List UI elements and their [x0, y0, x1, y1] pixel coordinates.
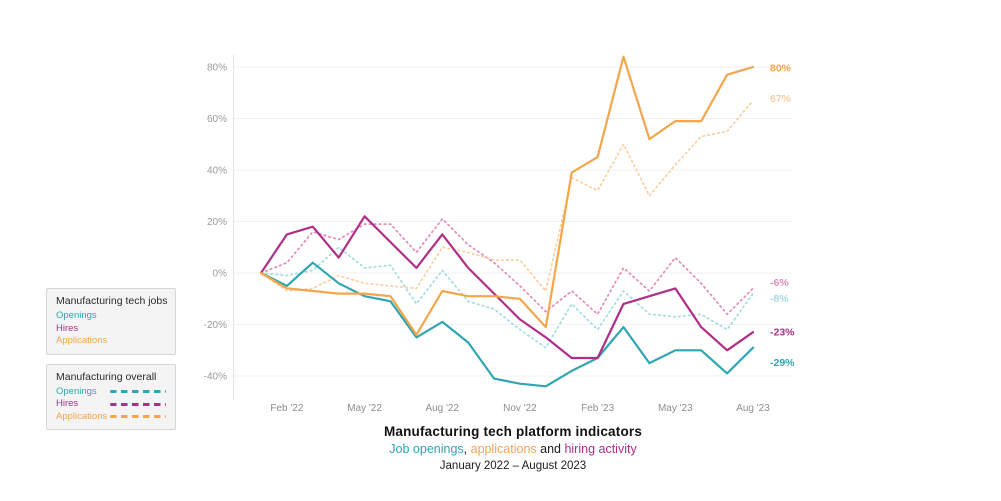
x-tick-label: Aug '23	[736, 403, 770, 414]
legend-dash-sample	[110, 390, 166, 394]
legend-box-1: Manufacturing tech jobs Openings Hires Appl…	[46, 288, 176, 355]
x-tick-label: Feb '23	[581, 403, 614, 414]
y-tick-label: 40%	[207, 166, 227, 177]
chart-subtitle-part: ,	[463, 442, 471, 456]
legend: Manufacturing tech jobs Openings Hires Appl…	[46, 288, 176, 439]
series-end-label: -29%	[770, 357, 795, 369]
legend-item-applications: Applications	[56, 411, 166, 424]
x-tick-label: Nov '22	[503, 403, 537, 414]
legend-item-label: Applications	[56, 410, 108, 422]
legend-item-hires: Hires	[56, 323, 166, 336]
chart-title-block: Manufacturing tech platform indicators J…	[233, 424, 793, 472]
series-end-label: -6%	[770, 277, 789, 289]
y-tick-label: -20%	[204, 320, 227, 331]
series-line-manufacturing-tech-jobs-hires	[259, 215, 755, 360]
series-end-label: 67%	[770, 93, 792, 105]
series-line-manufacturing-tech-jobs-openings	[259, 261, 755, 388]
legend-dash-sample	[110, 415, 166, 419]
chart-subtitle-part: Job openings	[389, 442, 464, 456]
legend-item-applications: Applications	[56, 335, 166, 348]
chart-date-range: January 2022 – August 2023	[439, 460, 587, 472]
series-end-label: -8%	[770, 293, 789, 305]
x-tick-label: May '23	[658, 403, 693, 414]
legend-box-2: Manufacturing overall Openings Hires Applic…	[46, 363, 176, 430]
y-tick-label: 80%	[207, 63, 227, 74]
legend-item-label: Hires	[56, 322, 79, 334]
chart-subtitle: Job openings, applications and hiring ac…	[233, 442, 793, 456]
x-tick-label: Feb '22	[270, 403, 303, 414]
series-end-label: -23%	[770, 327, 795, 339]
legend-item-label: Applications	[56, 335, 108, 346]
legend-item-openings: Openings	[56, 386, 166, 399]
x-tick-label: Aug '22	[425, 403, 459, 414]
series-line-manufacturing-overall-hires	[260, 218, 754, 316]
y-tick-label: 20%	[207, 217, 227, 228]
legend-dash-sample	[110, 402, 166, 406]
series-line-manufacturing-overall-applications	[260, 99, 754, 292]
y-tick-label: -40%	[204, 372, 227, 383]
series-line-manufacturing-tech-jobs-applications	[259, 55, 755, 336]
series-line-manufacturing-overall-openings	[260, 246, 754, 349]
legend-box-title: Manufacturing overall	[56, 370, 157, 383]
legend-item-label: Openings	[56, 310, 97, 321]
series-end-label: 80%	[770, 63, 792, 75]
chart-title: Manufacturing tech platform indicators	[383, 424, 643, 439]
legend-item-label: Hires	[56, 398, 79, 409]
legend-box-title: Manufacturing tech jobs	[56, 295, 168, 307]
legend-item-hires: Hires	[56, 398, 166, 411]
chart-subtitle-part: and	[536, 442, 565, 456]
y-tick-label: 60%	[207, 114, 227, 125]
legend-item-openings: Openings	[56, 310, 166, 323]
y-tick-label: 0%	[213, 269, 228, 280]
x-tick-label: May '22	[347, 403, 382, 414]
chart-subtitle-part: hiring activity	[564, 442, 637, 456]
legend-item-label: Openings	[56, 385, 97, 397]
chart-subtitle-part: applications	[470, 442, 537, 456]
